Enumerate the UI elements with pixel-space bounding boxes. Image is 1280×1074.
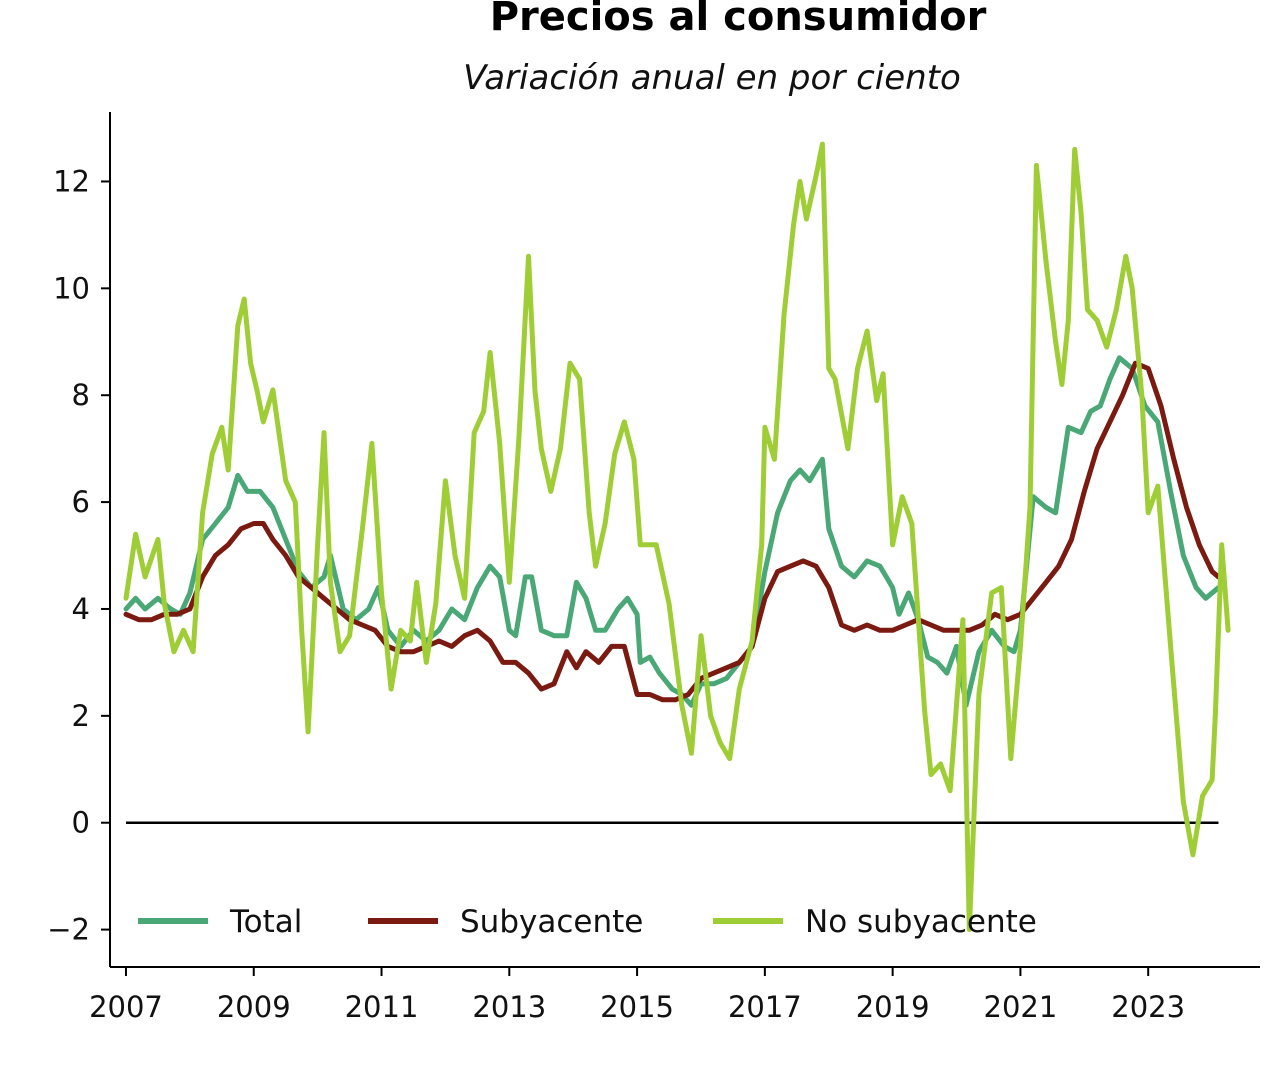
y-tick-label: 0: [72, 806, 90, 840]
x-tick-label: 2017: [728, 990, 802, 1024]
x-tick-label: 2013: [472, 990, 546, 1024]
y-tick-label: 6: [72, 485, 90, 519]
y-tick-label: 10: [53, 271, 90, 305]
y-tick-label: 12: [53, 164, 90, 198]
x-tick-label: 2015: [600, 990, 674, 1024]
legend: Total Subyacente No subyacente: [138, 904, 1037, 940]
series-line-subyacente: [123, 360, 1221, 703]
chart-title: Precios al consumidor: [489, 0, 987, 40]
y-tick-label: −2: [47, 913, 90, 947]
y-tick-label: 8: [72, 378, 90, 412]
x-tick-label: 2009: [217, 990, 291, 1024]
x-tick-label: 2011: [345, 990, 419, 1024]
legend-label-total: Total: [229, 904, 302, 940]
legend-label-no-subyacente: No subyacente: [805, 904, 1037, 940]
y-tick-label: 2: [72, 699, 90, 733]
x-tick-label: 2019: [856, 990, 930, 1024]
x-tick-label: 2007: [89, 990, 163, 1024]
y-tick-label: 4: [72, 592, 90, 626]
x-tick-label: 2023: [1111, 990, 1185, 1024]
legend-label-subyacente: Subyacente: [460, 904, 643, 940]
chart-subtitle: Variación anual en por ciento: [463, 58, 961, 98]
series-line-total: [123, 355, 1221, 708]
x-tick-label: 2021: [984, 990, 1058, 1024]
axes: −2 0 2 4 6 8 10 12 2007 2009 2011 2013 2015 2017 2019 2…: [47, 112, 1260, 1024]
series-layer: [123, 141, 1231, 933]
series-line-no-subyacente: [123, 141, 1231, 933]
